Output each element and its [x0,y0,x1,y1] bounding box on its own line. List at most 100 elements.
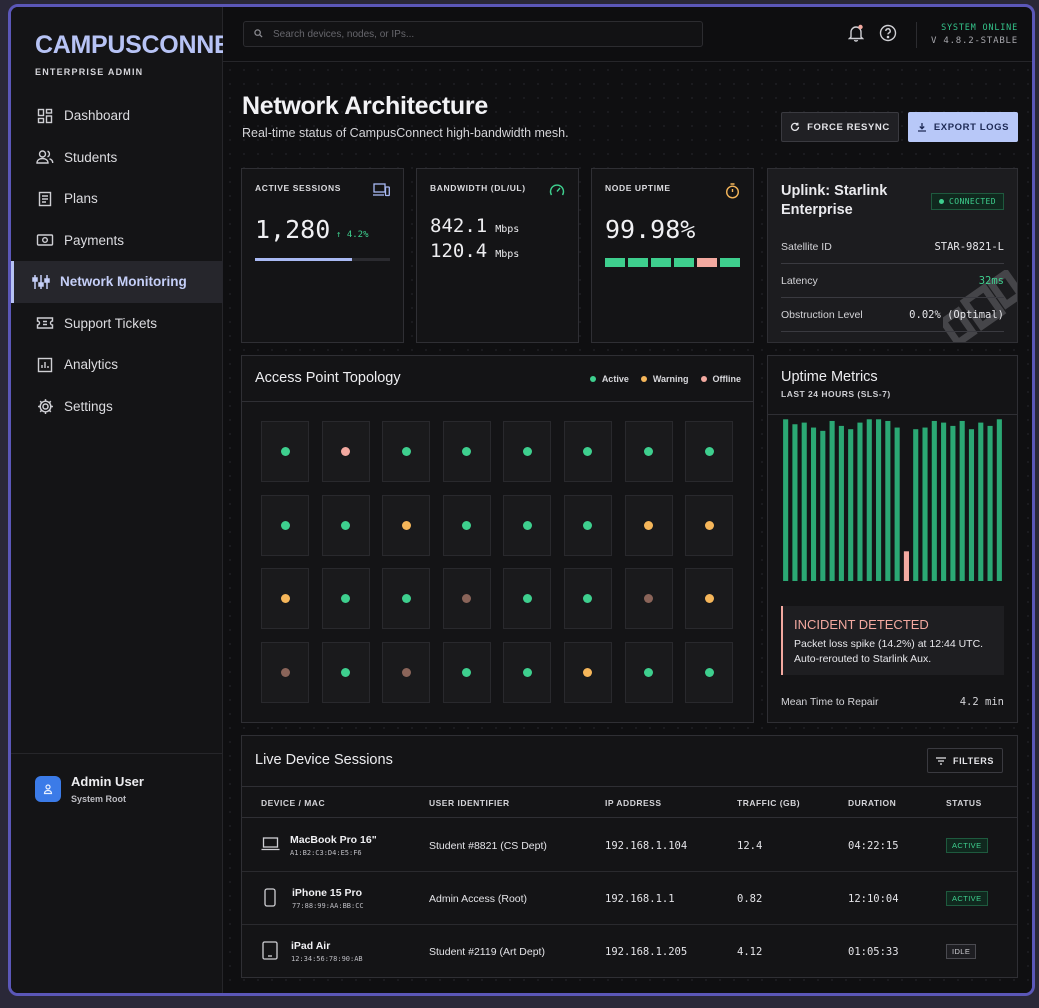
sidebar-item-support-tickets[interactable]: Support Tickets [11,303,223,345]
uptime-bar[interactable] [848,429,854,581]
table-row[interactable]: MacBook Pro 16" A1:B2:C3:D4:E5:F6 Student… [242,819,1017,872]
uptime-bar[interactable] [978,422,984,581]
device-cell: MacBook Pro 16" A1:B2:C3:D4:E5:F6 [261,819,377,872]
access-point-node[interactable] [321,421,370,482]
uptime-bar[interactable] [996,419,1002,581]
access-point-node[interactable] [503,641,552,703]
access-point-grid [261,421,734,703]
access-point-node[interactable] [382,494,431,556]
access-point-node[interactable] [442,421,491,482]
access-point-node[interactable] [261,421,309,482]
uptime-bar-incident[interactable] [903,551,909,581]
access-point-node[interactable] [442,494,491,556]
uptime-bar[interactable] [876,419,882,581]
uptime-bar[interactable] [913,429,919,581]
access-point-node[interactable] [382,641,431,703]
uptime-bar[interactable] [783,419,789,581]
device-mac: 77:88:99:AA:BB:CC [292,902,364,910]
sidebar-item-label: Network Monitoring [60,274,187,290]
access-point-node[interactable] [261,494,309,556]
traffic-cell: 4.12 [737,945,763,958]
access-point-node[interactable] [624,494,673,556]
avatar[interactable] [35,776,61,802]
help-icon[interactable] [879,24,897,47]
column-header[interactable]: USER IDENTIFIER [429,798,510,808]
notifications-bell-icon[interactable] [847,24,865,47]
search-input[interactable] [273,28,693,40]
uptime-bar[interactable] [857,422,863,581]
uptime-bar[interactable] [810,427,817,581]
access-point-node[interactable] [321,641,370,703]
uptime-bar[interactable] [959,420,965,581]
duration-cell: 12:10:04 [848,892,899,905]
sidebar-item-settings[interactable]: Settings [11,386,223,428]
column-header[interactable]: DEVICE / MAC [261,798,326,808]
access-point-node[interactable] [321,568,370,629]
uptime-bar[interactable] [950,425,956,581]
connection-status-badge: CONNECTED [931,193,1004,210]
table-row[interactable]: iPad Air 12:34:56:78:90:AB Student #2119 … [242,925,1017,978]
uptime-bar[interactable] [829,420,835,581]
brand-logo[interactable]: CAMPUSCONNECT [35,31,223,59]
uptime-bar[interactable] [885,420,891,581]
latency-row: Latency 32ms [781,264,1004,298]
uptime-bar[interactable] [894,427,900,581]
payments-icon [36,231,54,249]
access-point-node[interactable] [382,421,431,482]
access-point-node[interactable] [503,568,552,629]
uptime-bar[interactable] [922,427,928,581]
sidebar-item-payments[interactable]: Payments [11,220,223,262]
sidebar-item-students[interactable]: Students [11,137,223,179]
access-point-node[interactable] [563,421,612,482]
uptime-bar[interactable] [801,422,807,581]
access-point-node[interactable] [563,494,612,556]
access-point-node[interactable] [382,568,431,629]
access-point-node[interactable] [685,641,734,703]
status-badge: ACTIVE [946,838,988,853]
access-point-node[interactable] [503,421,552,482]
access-point-node[interactable] [685,421,734,482]
access-point-node[interactable] [624,641,673,703]
access-point-node[interactable] [685,494,734,556]
access-point-node[interactable] [442,568,491,629]
access-point-node[interactable] [321,494,370,556]
access-point-node[interactable] [261,568,309,629]
column-header[interactable]: STATUS [946,798,982,808]
column-header[interactable]: IP ADDRESS [605,798,662,808]
uptime-metrics-subtitle: LAST 24 HOURS (SLS-7) [781,389,891,399]
access-point-node[interactable] [624,421,673,482]
uptime-bar[interactable] [931,420,937,581]
access-point-node[interactable] [563,568,612,629]
uptime-bar[interactable] [820,430,826,581]
access-point-status-dot [583,594,593,603]
column-header[interactable]: TRAFFIC (GB) [737,798,801,808]
legend-dot [640,376,647,382]
access-point-node[interactable] [503,494,552,556]
sidebar-item-dashboard[interactable]: Dashboard [11,95,223,137]
status-badge: ACTIVE [946,891,988,906]
column-header[interactable]: DURATION [848,798,897,808]
access-point-node[interactable] [442,641,491,703]
traffic-cell: 0.82 [737,892,763,905]
uptime-bar[interactable] [968,429,975,581]
uptime-bar[interactable] [792,424,798,581]
sidebar-item-network-monitoring[interactable]: Network Monitoring [11,261,223,303]
uptime-bar[interactable] [987,425,993,581]
dashboard-icon [36,107,54,125]
filters-button[interactable]: FILTERS [927,748,1003,773]
access-point-node[interactable] [261,641,309,703]
uptime-bar[interactable] [941,422,947,581]
sidebar-item-plans[interactable]: Plans [11,178,223,220]
uptime-bar[interactable] [838,425,844,581]
export-logs-button[interactable]: EXPORT LOGS [908,112,1018,142]
user-profile[interactable]: Admin User System Root [11,753,223,993]
sidebar-item-analytics[interactable]: Analytics [11,344,223,386]
access-point-node[interactable] [563,641,612,703]
force-resync-button[interactable]: FORCE RESYNC [781,112,899,142]
search-bar[interactable] [243,21,703,47]
access-point-node[interactable] [624,568,673,629]
access-point-node[interactable] [685,568,734,629]
access-point-status-dot [522,447,532,456]
table-row[interactable]: iPhone 15 Pro 77:88:99:AA:BB:CC Admin Acc… [242,872,1017,925]
uptime-bar[interactable] [866,419,872,581]
